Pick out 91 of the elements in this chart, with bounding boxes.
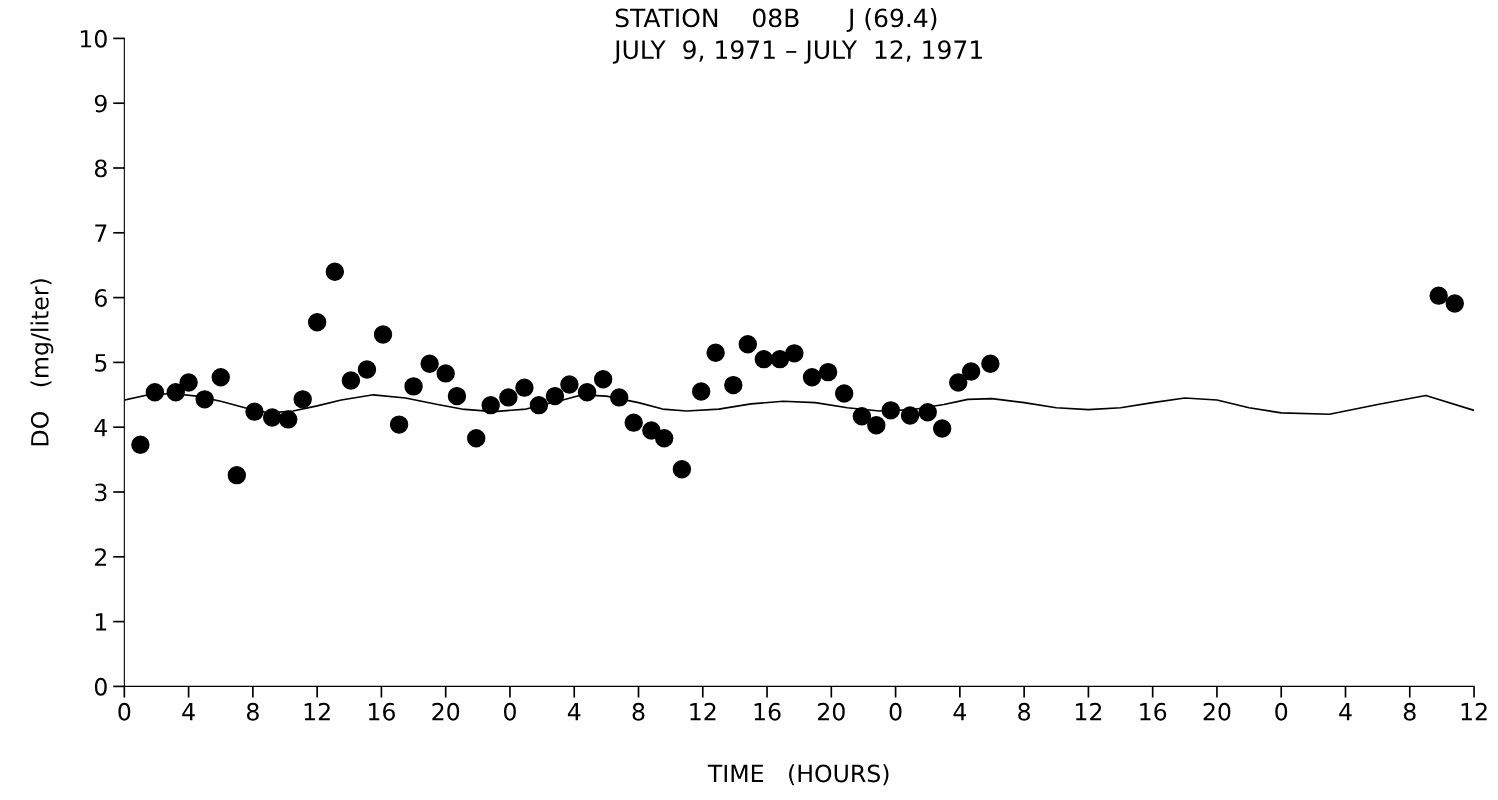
y-tick-label: 9 [94, 94, 107, 113]
point [325, 262, 345, 281]
point [404, 377, 423, 396]
y-axis-title: DO (mg/liter) [30, 279, 54, 446]
point [447, 386, 467, 406]
x-tick-label: 12 [304, 702, 330, 721]
y-tick-label: 0 [94, 677, 107, 696]
point [560, 375, 579, 394]
point [515, 378, 534, 397]
point [529, 395, 549, 415]
point [195, 390, 214, 409]
x-axis-title: TIME (HOURS) [707, 764, 889, 786]
point [245, 402, 264, 421]
point [610, 388, 629, 407]
point [279, 410, 298, 429]
point [262, 408, 282, 427]
point [818, 362, 838, 382]
point [179, 373, 198, 392]
y-tick-label: 7 [95, 224, 107, 242]
point [373, 325, 393, 344]
point [499, 388, 518, 407]
point [227, 465, 247, 485]
x-tick-label: 16 [1140, 702, 1167, 721]
x-tick-label: 12 [690, 702, 716, 721]
point [577, 383, 597, 402]
y-tick-label: 2 [95, 548, 106, 566]
point [307, 313, 327, 332]
point [881, 401, 900, 420]
y-tick-label: 1 [95, 613, 107, 631]
point [691, 382, 711, 401]
point [293, 390, 312, 409]
point [211, 368, 230, 387]
point [389, 415, 409, 434]
x-tick-label: 20 [818, 702, 845, 721]
point [724, 375, 743, 395]
point [754, 349, 774, 369]
x-tick-label: 0 [118, 702, 131, 721]
point [131, 435, 150, 454]
x-tick-label: 0 [504, 702, 516, 721]
point [981, 354, 1000, 373]
point [593, 370, 613, 389]
point [770, 349, 790, 369]
point [357, 360, 377, 379]
x-tick-label: 8 [632, 702, 645, 721]
point [545, 386, 565, 406]
x-tick-label: 4 [1339, 703, 1352, 721]
point [1429, 286, 1448, 305]
y-tick-label: 5 [95, 354, 107, 372]
point [1445, 294, 1464, 313]
x-tick-label: 0 [889, 702, 902, 721]
point [802, 368, 822, 387]
x-tick-label: 20 [1203, 702, 1231, 721]
point [949, 373, 968, 392]
x-tick-label: 12 [1075, 702, 1102, 721]
point [624, 413, 643, 432]
point [655, 429, 674, 448]
point [436, 364, 455, 383]
point [785, 344, 804, 363]
point [672, 460, 692, 479]
point [467, 429, 486, 448]
point [918, 403, 937, 422]
y-tick-label: 8 [94, 159, 107, 178]
y-tick-label: 6 [94, 289, 107, 307]
point [867, 416, 886, 435]
x-tick-label: 16 [368, 702, 395, 721]
x-tick-label: 16 [754, 702, 781, 721]
x-tick-label: 4 [567, 703, 581, 721]
point [341, 371, 361, 390]
y-tick-label: 4 [94, 418, 108, 437]
point [145, 383, 165, 402]
y-tick-label: 10 [80, 29, 107, 48]
point [834, 384, 854, 403]
x-tick-label: 8 [1403, 702, 1416, 721]
x-tick-label: 0 [1275, 702, 1288, 721]
point [900, 406, 920, 425]
point [706, 343, 725, 362]
x-tick-label: 4 [953, 703, 967, 721]
y-tick-label: 3 [95, 483, 107, 502]
point [166, 383, 185, 402]
point [852, 406, 872, 426]
x-tick-label: 20 [432, 702, 460, 721]
x-tick-label: 4 [182, 703, 195, 721]
point [932, 419, 952, 438]
x-tick-label: 8 [1018, 702, 1031, 721]
x-tick-label: 12 [1461, 702, 1487, 721]
point [738, 335, 757, 354]
x-tick-label: 8 [246, 702, 259, 721]
point [420, 354, 439, 373]
point [961, 362, 981, 381]
point [481, 395, 500, 415]
chart-title: STATION 08B J (69.4) JULY 9, 1971 – JULY 12, 1971 [612, 8, 982, 64]
